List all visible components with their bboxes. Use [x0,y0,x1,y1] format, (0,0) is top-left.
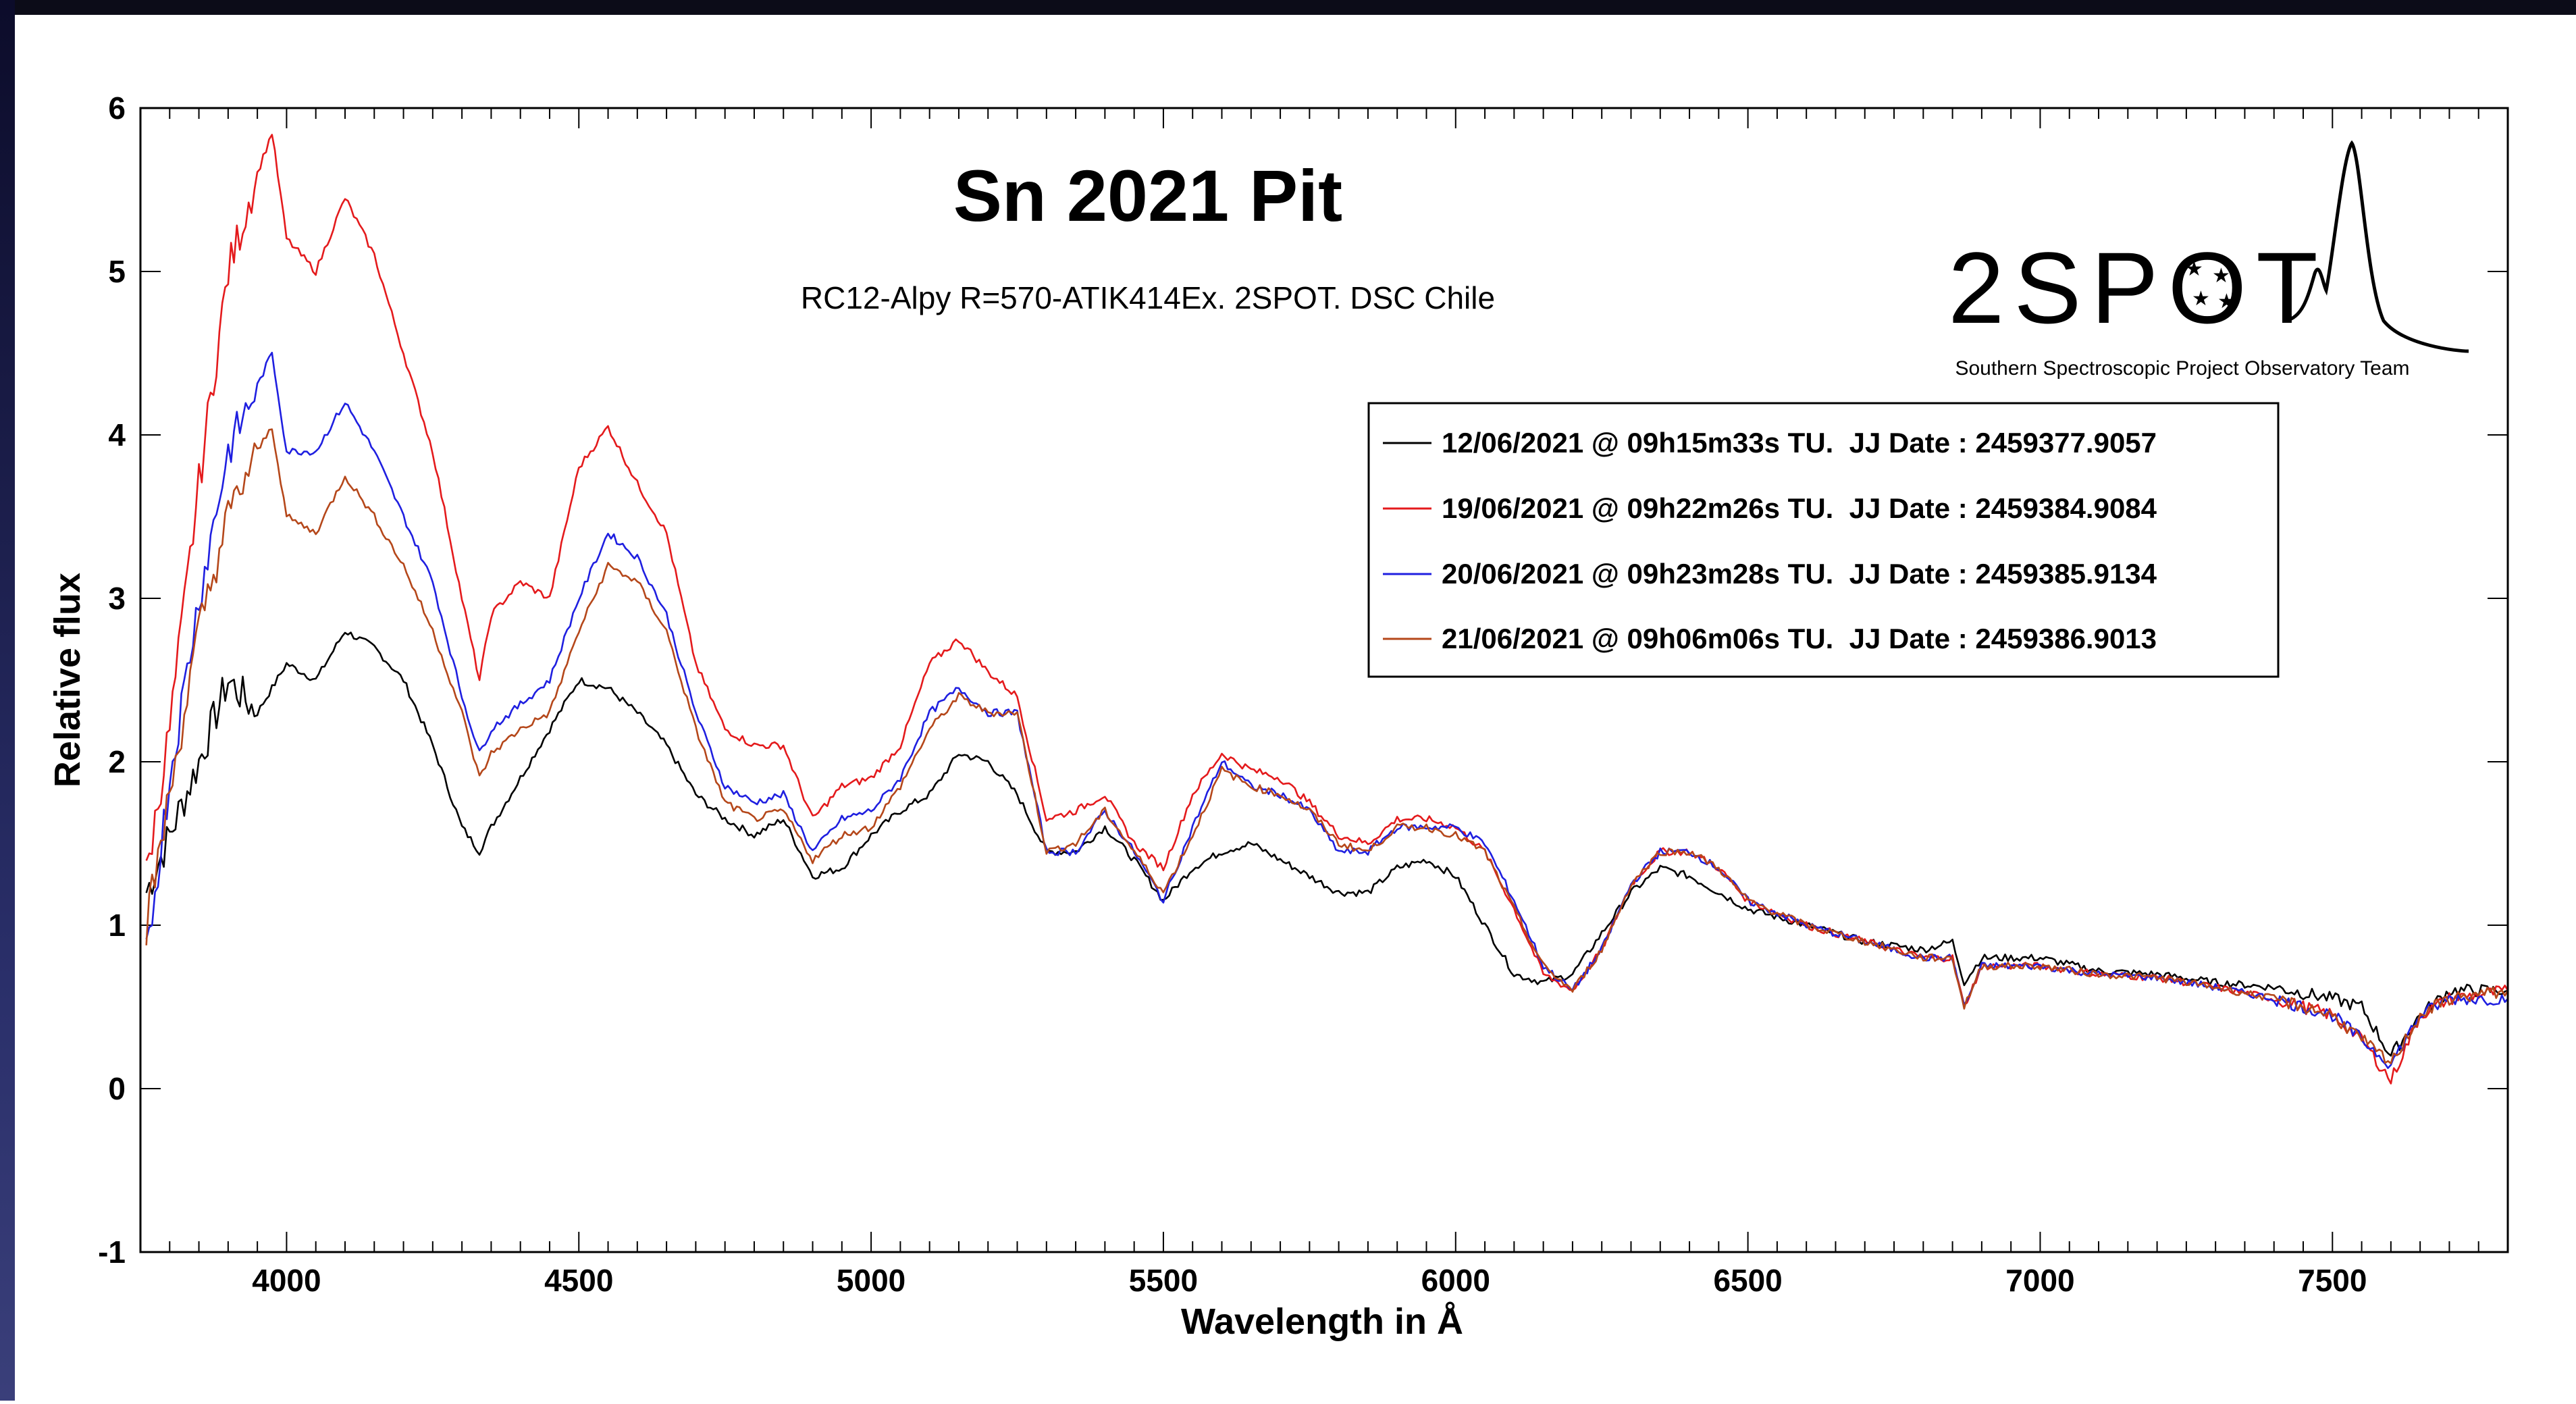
y-tick-label: 6 [108,90,126,126]
legend-entry-1: 12/06/2021 @ 09h15m33s TU. JJ Date : 245… [1442,427,2157,459]
legend-entry-2: 19/06/2021 @ 09h22m26s TU. JJ Date : 245… [1442,492,2157,524]
legend-entry-3: 20/06/2021 @ 09h23m28s TU. JJ Date : 245… [1442,558,2157,590]
logo-peak-curve-icon [2285,140,2469,353]
y-tick-label: 3 [108,581,126,616]
x-tick-label: 7500 [2298,1263,2367,1298]
series-line-4 [145,428,2509,1064]
series-lines [145,134,2509,1085]
svg-text:★: ★ [2185,258,2203,280]
logo-tagline: Southern Spectroscopic Project Observato… [1955,357,2409,380]
svg-text:★: ★ [2217,290,2236,313]
logo-star-icons: ★ ★ ★ ★ [2185,258,2236,313]
x-tick-label: 5500 [1129,1263,1198,1298]
axis-ticks: 4000 4500 5000 5500 6000 6500 7000 7500 -1 0 1 2 3 4 5… [98,90,2508,1298]
chart-title: Sn 2021 Pit [953,155,1342,236]
plot-area-frame [139,107,2509,1253]
window-top-edge [0,0,2576,15]
chart-subtitle: RC12-Alpy R=570-ATIK414Ex. 2SPOT. DSC Ch… [801,280,1495,315]
x-tick-label: 4500 [544,1263,613,1298]
x-tick-label: 5000 [837,1263,905,1298]
y-tick-label: -1 [98,1234,126,1270]
window-left-edge [0,0,15,1401]
y-tick-label: 1 [108,908,126,943]
y-tick-label: 4 [108,417,126,452]
x-tick-label: 7000 [2005,1263,2074,1298]
y-axis-label: Relative flux [47,573,88,787]
y-tick-label: 0 [108,1071,126,1106]
legend-entry-4: 21/06/2021 @ 09h06m06s TU. JJ Date : 245… [1442,623,2157,654]
svg-text:★: ★ [2192,288,2210,310]
x-tick-label: 6000 [1421,1263,1490,1298]
y-tick-label: 5 [108,254,126,289]
series-line-1 [145,631,2508,1057]
logo-text: 2SPOT [1948,231,2328,344]
x-tick-label: 6500 [1713,1263,1782,1298]
legend: 12/06/2021 @ 09h15m33s TU. JJ Date : 245… [1367,402,2280,678]
x-tick-label: 4000 [252,1263,321,1298]
2spot-logo: 2SPOT ★ ★ ★ ★ Southern Spectroscopic Pro… [1948,140,2469,380]
legend-box [1367,402,2280,678]
svg-text:★: ★ [2212,265,2230,287]
x-axis-label: Wavelength in Å [1181,1301,1463,1342]
y-tick-label: 2 [108,744,126,779]
